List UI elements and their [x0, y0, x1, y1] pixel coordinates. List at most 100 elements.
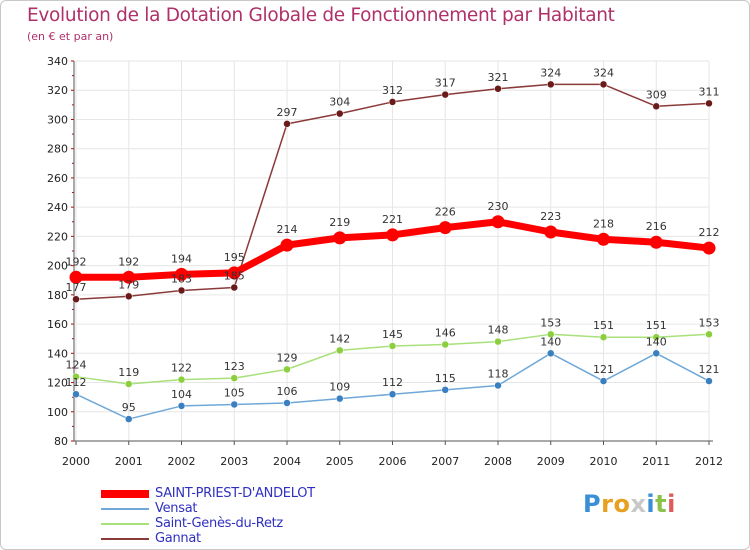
y-tick-label: 80	[54, 435, 68, 448]
x-tick-label: 2005	[326, 455, 354, 468]
data-point-vensat[interactable]	[125, 415, 133, 423]
data-point-saint-priest-d-andelot[interactable]	[69, 270, 83, 284]
data-point-saint-genes-du-retz[interactable]	[72, 372, 80, 381]
data-label-saint-genes-du-retz: 124	[66, 359, 87, 372]
data-label-vensat: 95	[122, 401, 136, 414]
data-point-saint-priest-d-andelot[interactable]	[175, 267, 188, 281]
data-point-gannat[interactable]	[230, 283, 238, 292]
data-label-saint-genes-du-retz: 119	[118, 366, 139, 379]
data-point-gannat[interactable]	[336, 109, 344, 118]
data-point-vensat[interactable]	[441, 386, 449, 394]
data-point-saint-genes-du-retz[interactable]	[705, 330, 713, 339]
data-label-gannat: 324	[593, 66, 614, 79]
data-point-saint-genes-du-retz[interactable]	[230, 374, 238, 382]
data-point-saint-genes-du-retz[interactable]	[547, 330, 555, 339]
x-tick-label: 2011	[642, 455, 670, 468]
logo-letter: o	[613, 490, 631, 518]
x-tick-label: 2006	[379, 455, 407, 468]
legend-swatch	[101, 523, 149, 525]
data-label-saint-priest-d-andelot: 195	[224, 251, 245, 264]
data-point-vensat[interactable]	[599, 377, 608, 385]
axis-layer: 80 100 120 140 160 180 200 220 240 260 280 300 320 34…	[47, 55, 723, 468]
data-point-saint-genes-du-retz[interactable]	[388, 342, 397, 350]
x-tick-label: 2007	[431, 455, 459, 468]
data-point-gannat[interactable]	[388, 98, 397, 106]
data-point-saint-genes-du-retz[interactable]	[494, 337, 502, 346]
data-point-saint-genes-du-retz[interactable]	[125, 380, 133, 388]
label-layer: 177 179 183 185 297 304 312 317 321 324 324 309 311 1…	[66, 66, 720, 414]
data-point-vensat[interactable]	[652, 349, 660, 358]
data-label-vensat: 106	[277, 385, 298, 398]
data-label-saint-genes-du-retz: 153	[540, 316, 561, 329]
data-point-gannat[interactable]	[125, 292, 133, 301]
data-label-saint-genes-du-retz: 129	[277, 351, 298, 364]
data-point-vensat[interactable]	[72, 390, 80, 398]
data-label-vensat: 112	[382, 376, 403, 389]
data-label-saint-priest-d-andelot: 226	[435, 206, 456, 219]
data-point-gannat[interactable]	[599, 80, 608, 89]
logo-letter: i	[667, 490, 676, 518]
data-point-saint-genes-du-retz[interactable]	[652, 333, 660, 341]
data-point-vensat[interactable]	[283, 399, 291, 407]
data-label-saint-genes-du-retz: 145	[382, 328, 403, 341]
data-point-saint-priest-d-andelot[interactable]	[544, 225, 558, 239]
x-tick-label: 2008	[484, 455, 512, 468]
data-label-saint-genes-du-retz: 142	[329, 332, 350, 345]
data-point-saint-priest-d-andelot[interactable]	[280, 238, 294, 252]
data-point-saint-priest-d-andelot[interactable]	[122, 270, 136, 284]
data-point-saint-genes-du-retz[interactable]	[599, 333, 608, 341]
data-label-saint-genes-du-retz: 122	[171, 362, 192, 375]
x-tick-label: 2003	[220, 455, 248, 468]
data-point-saint-genes-du-retz[interactable]	[177, 375, 186, 384]
data-label-saint-genes-du-retz: 148	[488, 324, 509, 337]
y-tick-label: 100	[47, 406, 68, 419]
data-point-gannat[interactable]	[72, 295, 80, 303]
data-point-vensat[interactable]	[494, 381, 502, 390]
data-point-gannat[interactable]	[705, 99, 713, 108]
data-label-saint-genes-du-retz: 146	[435, 327, 456, 340]
data-point-saint-priest-d-andelot[interactable]	[597, 232, 610, 246]
data-point-saint-genes-du-retz[interactable]	[441, 340, 449, 349]
data-label-gannat: 183	[171, 272, 192, 285]
data-point-saint-genes-du-retz[interactable]	[283, 365, 291, 374]
data-point-saint-priest-d-andelot[interactable]	[649, 235, 663, 249]
data-label-saint-priest-d-andelot: 192	[66, 255, 87, 268]
data-point-gannat[interactable]	[547, 80, 555, 89]
x-tick-label: 2009	[537, 455, 565, 468]
x-tick-label: 2001	[115, 455, 143, 468]
data-label-saint-priest-d-andelot: 223	[540, 210, 561, 223]
data-point-saint-priest-d-andelot[interactable]	[491, 215, 505, 229]
data-point-saint-priest-d-andelot[interactable]	[702, 241, 716, 255]
logo-letter: x	[630, 490, 647, 518]
data-point-vensat[interactable]	[336, 394, 344, 403]
data-point-gannat[interactable]	[441, 90, 449, 99]
logo-letter: i	[646, 490, 656, 518]
data-point-vensat[interactable]	[230, 400, 238, 409]
data-point-saint-genes-du-retz[interactable]	[336, 346, 344, 355]
data-point-vensat[interactable]	[177, 402, 186, 410]
data-point-vensat[interactable]	[705, 377, 713, 385]
data-point-gannat[interactable]	[494, 85, 502, 93]
x-tick-label: 2000	[62, 455, 90, 468]
data-point-saint-priest-d-andelot[interactable]	[227, 266, 241, 280]
legend-swatch	[101, 538, 149, 540]
data-label-saint-priest-d-andelot: 194	[171, 252, 192, 265]
data-point-saint-priest-d-andelot[interactable]	[438, 221, 452, 235]
data-label-gannat: 321	[488, 71, 509, 84]
chart-title: Evolution de la Dotation Globale de Fonc…	[27, 5, 615, 26]
data-label-vensat: 104	[171, 388, 192, 401]
data-point-vensat[interactable]	[388, 390, 397, 398]
data-point-saint-priest-d-andelot[interactable]	[386, 228, 399, 242]
data-label-gannat: 309	[646, 88, 667, 101]
data-point-vensat[interactable]	[547, 349, 555, 358]
y-tick-label: 140	[47, 347, 68, 360]
x-tick-label: 2010	[590, 455, 618, 468]
data-point-gannat[interactable]	[283, 120, 291, 128]
data-point-gannat[interactable]	[177, 286, 186, 295]
data-point-gannat[interactable]	[652, 102, 660, 111]
data-point-saint-priest-d-andelot[interactable]	[333, 231, 347, 245]
data-label-gannat: 317	[435, 77, 456, 90]
data-label-gannat: 311	[699, 85, 720, 98]
